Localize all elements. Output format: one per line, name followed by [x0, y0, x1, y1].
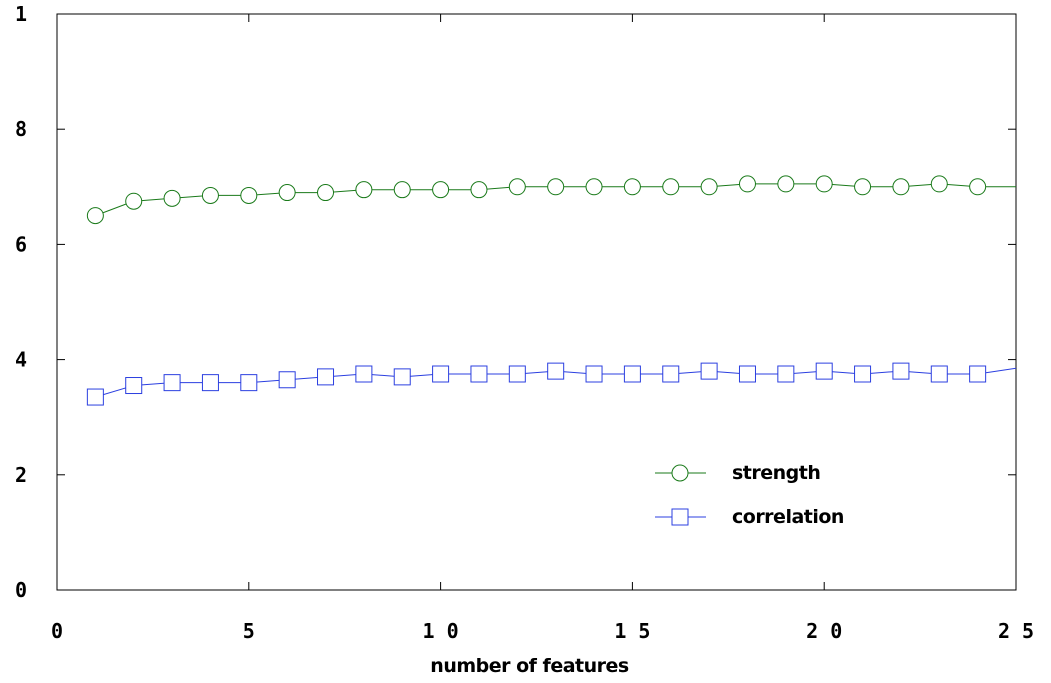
y-tick-label: 1	[15, 2, 27, 26]
data-point-correlation	[163, 374, 181, 392]
data-point-strength	[777, 175, 795, 193]
data-point-strength	[892, 178, 910, 196]
data-point-strength	[547, 178, 565, 196]
y-tick-label: . 2	[0, 463, 27, 487]
plot-frame	[56, 13, 1017, 591]
data-point-strength	[738, 175, 756, 193]
data-point-correlation	[700, 362, 718, 380]
data-point-strength	[815, 175, 833, 193]
data-point-strength	[854, 178, 872, 196]
data-point-strength	[240, 186, 258, 204]
series-correlation	[86, 362, 1017, 406]
series-layer	[86, 175, 1017, 406]
data-point-strength	[470, 181, 488, 199]
data-point-strength	[623, 178, 641, 196]
data-point-correlation	[201, 374, 219, 392]
data-point-strength	[700, 178, 718, 196]
y-tick-label: 0	[15, 578, 27, 602]
data-point-strength	[278, 184, 296, 202]
data-point-correlation	[662, 365, 680, 383]
y-tick-label: . 8	[0, 117, 27, 141]
series-strength	[86, 175, 1016, 225]
x-tick-label: 2 5	[998, 619, 1034, 643]
legend-label-correlation: correlation	[732, 506, 844, 528]
y-tick-label: . 4	[0, 348, 27, 372]
legend-marker-correlation	[671, 508, 689, 526]
data-point-strength	[201, 186, 219, 204]
data-point-correlation	[738, 365, 756, 383]
data-point-strength	[585, 178, 603, 196]
x-axis-title: number of features	[430, 655, 629, 677]
data-point-strength	[662, 178, 680, 196]
data-point-correlation	[470, 365, 488, 383]
data-point-correlation	[547, 362, 565, 380]
data-point-correlation	[892, 362, 910, 380]
data-point-correlation	[432, 365, 450, 383]
legend-item-correlation: correlation	[655, 506, 844, 528]
data-point-correlation	[317, 368, 335, 386]
data-point-strength	[393, 181, 411, 199]
data-point-strength	[355, 181, 373, 199]
data-point-strength	[317, 184, 335, 202]
data-point-correlation	[278, 371, 296, 389]
data-point-correlation	[240, 374, 258, 392]
x-tick-label: 2 0	[806, 619, 842, 643]
data-point-correlation	[815, 362, 833, 380]
y-tick-label: . 6	[0, 232, 27, 256]
data-point-correlation	[355, 365, 373, 383]
data-point-correlation	[585, 365, 603, 383]
ticks: 0 5 1 0 1 5 2 0 2 5 0 . 2 . 4 . 6 . 8 1	[0, 2, 1034, 643]
axes	[56, 13, 1017, 591]
data-point-strength	[86, 207, 104, 225]
data-point-correlation	[623, 365, 641, 383]
x-tick-label: 1 0	[423, 619, 459, 643]
data-point-correlation	[930, 365, 948, 383]
data-point-correlation	[508, 365, 526, 383]
data-point-correlation	[125, 377, 143, 395]
x-tick-label: 0	[51, 619, 63, 643]
legend-item-strength: strength	[655, 462, 821, 484]
data-point-strength	[508, 178, 526, 196]
data-point-strength	[432, 181, 450, 199]
data-point-correlation	[393, 368, 411, 386]
data-point-strength	[969, 178, 987, 196]
x-tick-label: 1 5	[614, 619, 650, 643]
data-point-correlation	[777, 365, 795, 383]
data-point-correlation	[969, 365, 987, 383]
data-point-strength	[930, 175, 948, 193]
legend: strength correlation	[655, 462, 844, 528]
data-point-correlation	[854, 365, 872, 383]
data-point-correlation	[86, 388, 104, 406]
data-point-strength	[125, 192, 143, 210]
legend-label-strength: strength	[732, 462, 820, 484]
legend-marker-strength	[671, 464, 689, 482]
x-tick-label: 5	[243, 619, 255, 643]
data-point-strength	[163, 189, 181, 207]
